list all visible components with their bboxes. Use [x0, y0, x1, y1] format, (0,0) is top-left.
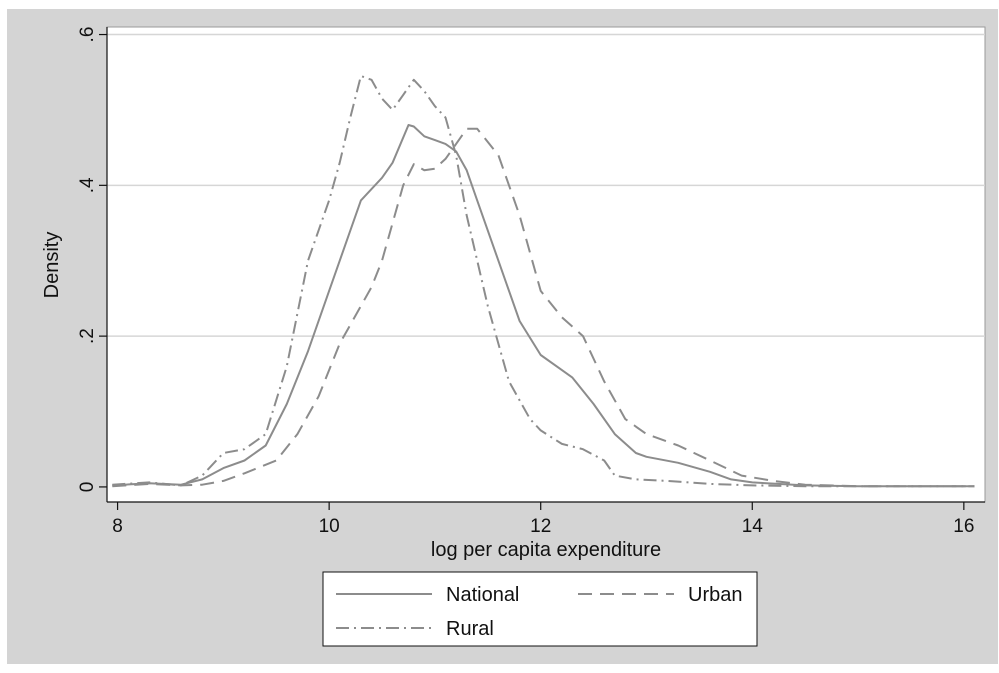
y-tick-label: .4: [77, 177, 98, 193]
x-axis: 8 10 12 14 16: [107, 501, 985, 537]
x-tick-label: 16: [953, 516, 974, 537]
y-tick-label: 0: [77, 482, 98, 493]
series-layer: [112, 75, 975, 488]
x-tick-label: 8: [112, 516, 123, 537]
series-line-urban: [112, 127, 975, 488]
series-line-national: [112, 124, 975, 488]
legend-box: [322, 571, 758, 647]
y-axis-title: Density: [41, 232, 63, 299]
y-tick-label: .2: [77, 328, 98, 344]
y-tick-label: .6: [77, 27, 98, 43]
x-axis-title: log per capita expenditure: [431, 539, 661, 561]
y-axis: 0 .2 .4 .6: [77, 27, 108, 502]
legend-label-rural: Rural: [446, 618, 494, 640]
legend: National Urban Rural: [322, 571, 758, 647]
x-tick-label: 12: [530, 516, 551, 537]
legend-label-urban: Urban: [688, 584, 742, 606]
x-tick-label: 10: [319, 516, 340, 537]
gridlines: [107, 33, 985, 337]
x-tick-label: 14: [742, 516, 764, 537]
legend-label-national: National: [446, 584, 519, 606]
plot-area: [106, 26, 986, 503]
